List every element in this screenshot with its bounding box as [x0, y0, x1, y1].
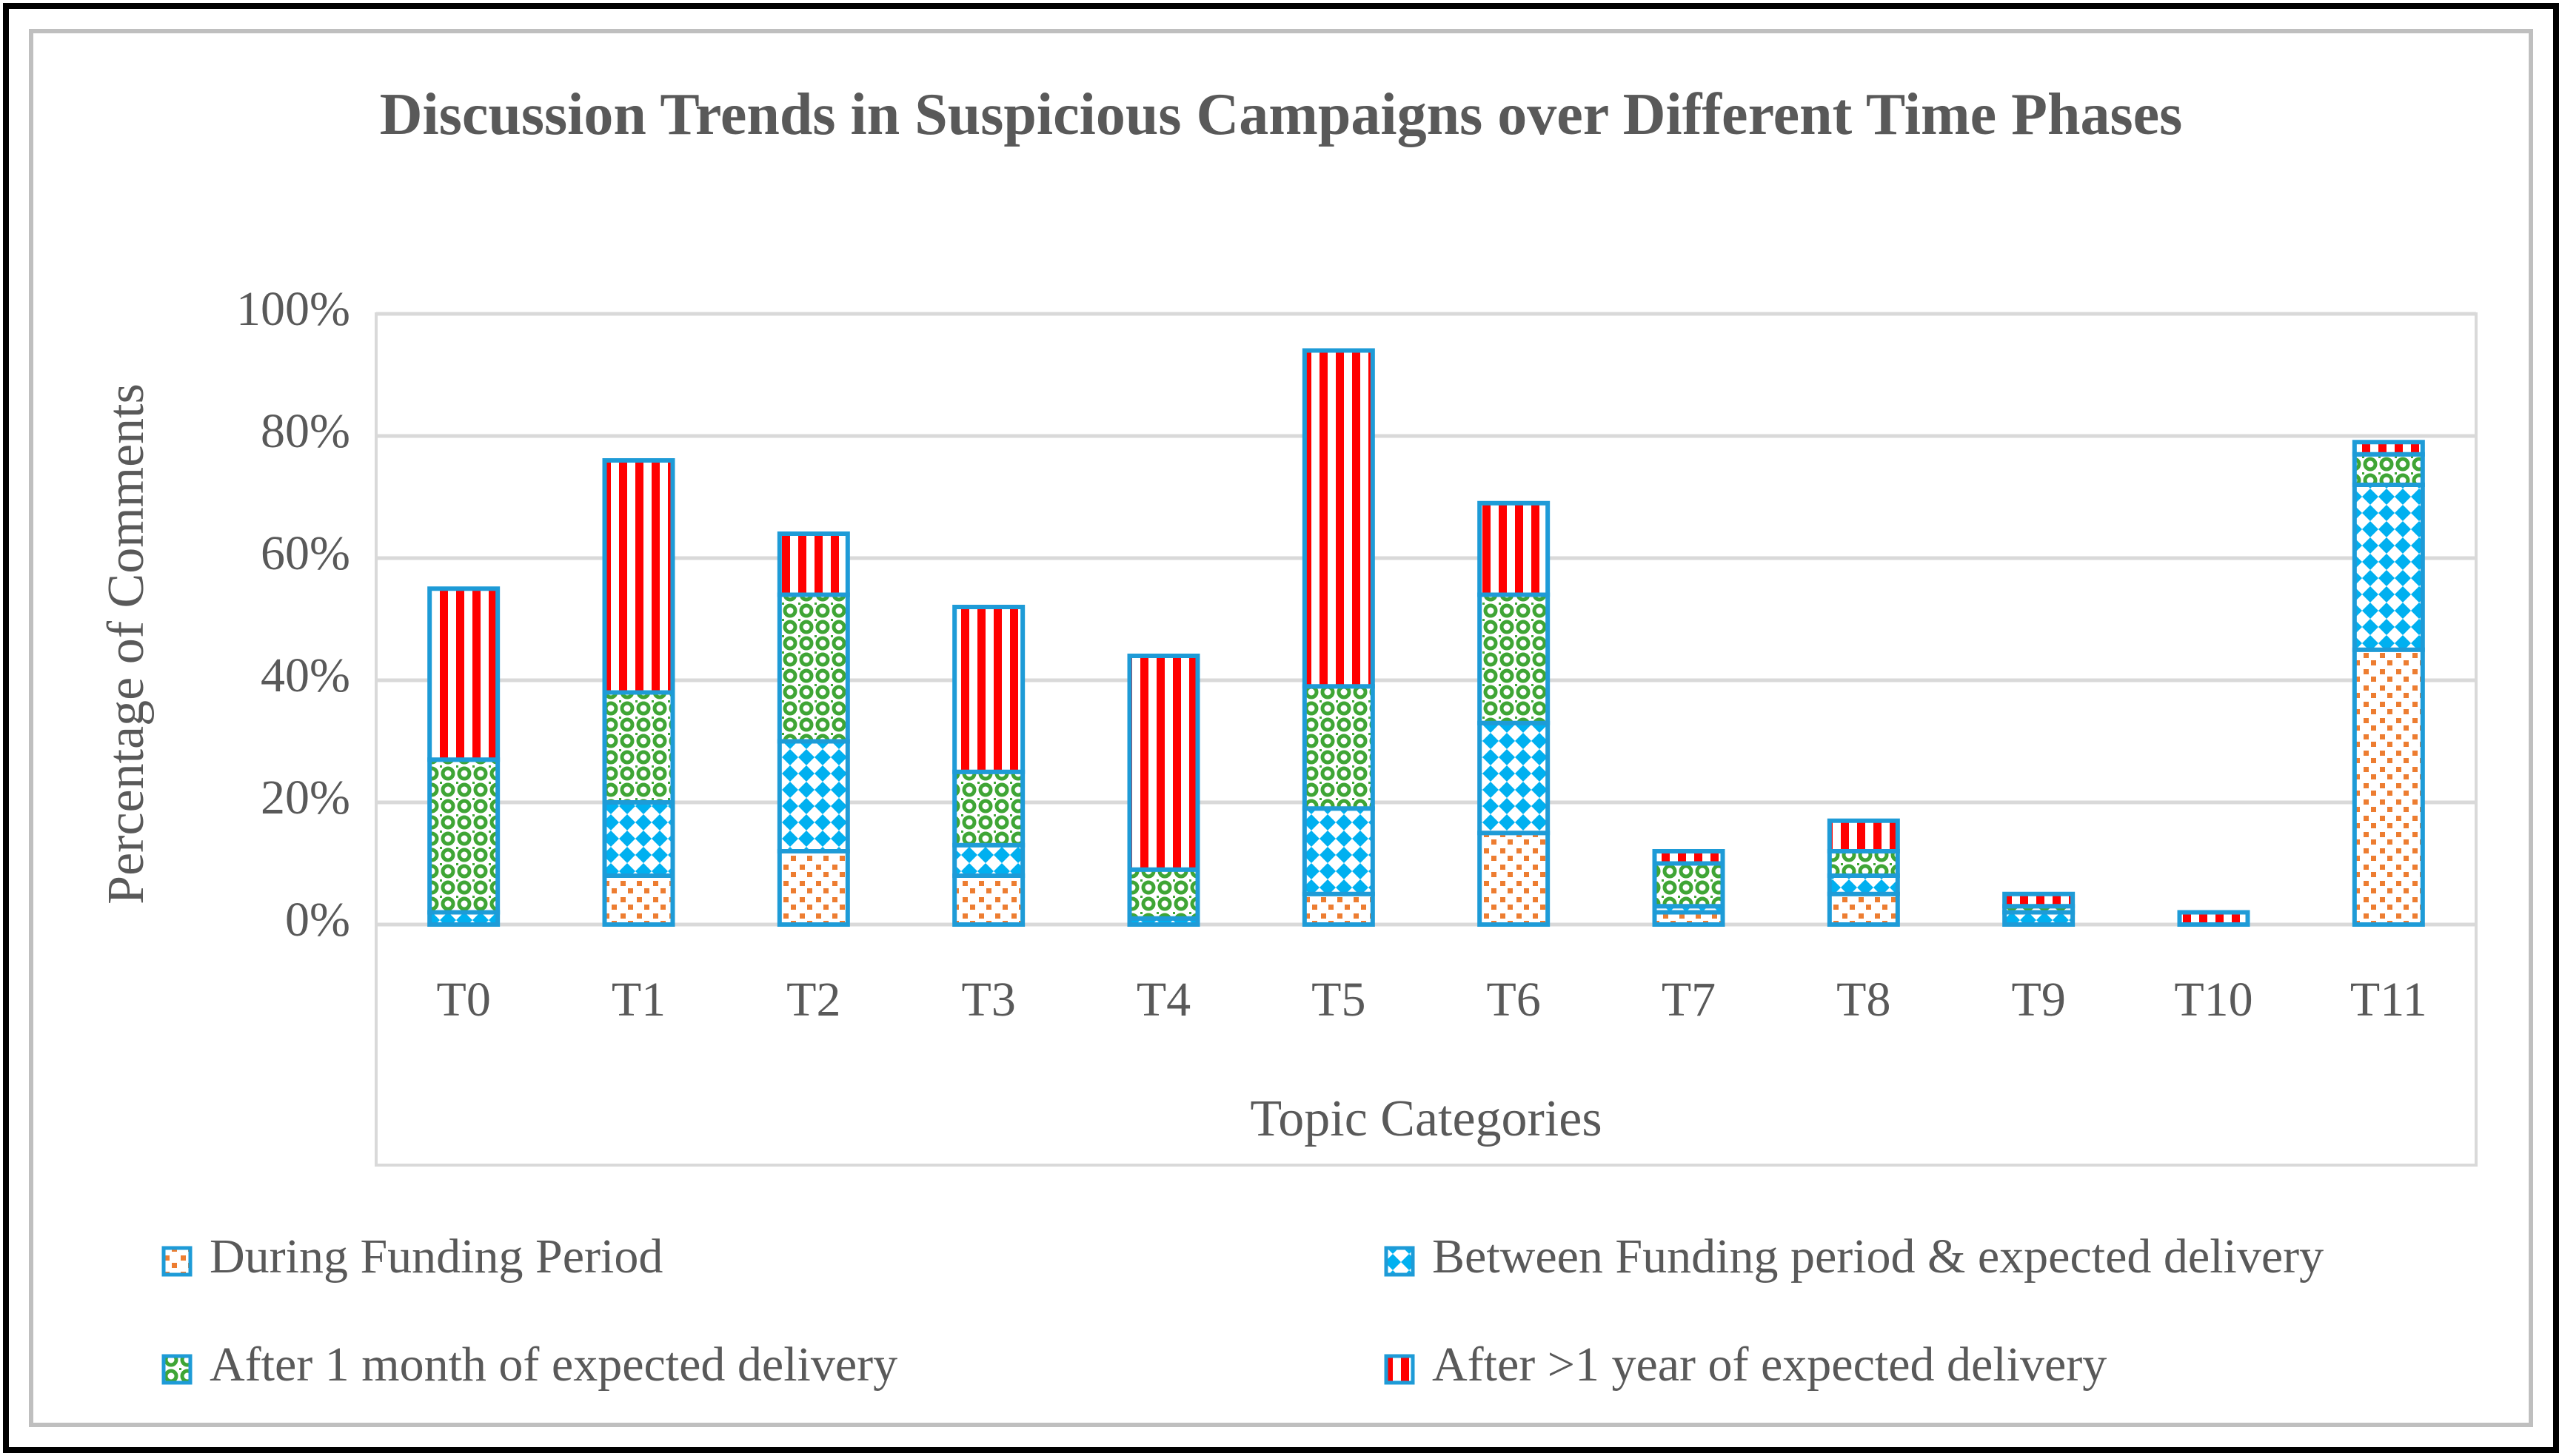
x-tick-label: T4 [1137, 973, 1191, 1027]
y-axis-title: Percentage of Comments [98, 383, 155, 905]
x-tick-label: T9 [2012, 973, 2066, 1027]
legend-label: After 1 month of expected delivery [210, 1338, 897, 1392]
x-tick-label: T11 [2350, 973, 2427, 1027]
bar-segment [1302, 891, 1375, 927]
bar-segment [2177, 910, 2250, 927]
x-tick-label: T8 [1836, 973, 1890, 1027]
bar-segment [1302, 684, 1375, 811]
x-tick-label: T5 [1311, 973, 1365, 1027]
x-axis-title: Topic Categories [1250, 1090, 1602, 1147]
legend-swatch [1384, 1246, 1415, 1277]
bar-segment [2352, 452, 2425, 487]
bar-segment [1477, 592, 1551, 725]
bar-segment [952, 842, 1026, 878]
legend-swatch [1384, 1354, 1415, 1385]
bar-segment [2002, 891, 2076, 909]
y-tick-label: 20% [261, 771, 350, 825]
bar-segment [777, 849, 850, 927]
bar-segment [602, 873, 675, 927]
bar-segment [602, 690, 675, 805]
y-tick-label: 60% [261, 526, 350, 580]
y-tick-label: 80% [261, 404, 350, 458]
x-tick-label: T3 [962, 973, 1016, 1027]
bar-segment [427, 757, 501, 915]
bar-segment [1477, 831, 1551, 927]
bar-segment [1827, 891, 1900, 927]
chart-title: Discussion Trends in Suspicious Campaign… [379, 82, 2183, 147]
bar-segment [952, 605, 1026, 774]
x-tick-label: T2 [786, 973, 840, 1027]
bar-segment [777, 592, 850, 744]
x-tick-label: T1 [612, 973, 666, 1027]
legend-swatch [161, 1354, 193, 1385]
bar-segment [777, 739, 850, 853]
x-tick-label: T7 [1662, 973, 1716, 1027]
legend-label: Between Funding period & expected delive… [1432, 1229, 2324, 1284]
x-tick-label: T10 [2174, 973, 2252, 1027]
bar-segment [1302, 806, 1375, 896]
legend-label: During Funding Period [210, 1229, 663, 1284]
y-tick-label: 0% [285, 893, 350, 947]
bar-segment [1652, 849, 1725, 866]
bar-segment [427, 586, 501, 762]
bar-segment [602, 458, 675, 695]
bar-segment [1827, 849, 1900, 878]
inner-frame [29, 29, 2533, 1427]
bar-segment [1477, 500, 1551, 597]
bar-segment [1652, 861, 1725, 909]
bar-segment [2352, 483, 2425, 652]
bar-segment [2352, 440, 2425, 457]
bar-segment [2352, 647, 2425, 927]
x-tick-label: T6 [1487, 973, 1541, 1027]
bar-segment [1827, 818, 1900, 853]
bar-segment [602, 800, 675, 878]
y-tick-label: 100% [236, 282, 350, 336]
legend-swatch [161, 1246, 193, 1277]
bar-segment [1302, 348, 1375, 689]
bar-segment [952, 769, 1026, 848]
bar-segment [777, 531, 850, 597]
bar-segment [1127, 654, 1200, 872]
legend-label: After >1 year of expected delivery [1432, 1338, 2107, 1392]
x-tick-label: T0 [437, 973, 491, 1027]
bar-segment [1827, 873, 1900, 896]
bar-segment [1477, 720, 1551, 836]
bar-segment [1127, 867, 1200, 921]
bar-segment [952, 873, 1026, 927]
y-tick-label: 40% [261, 648, 350, 702]
